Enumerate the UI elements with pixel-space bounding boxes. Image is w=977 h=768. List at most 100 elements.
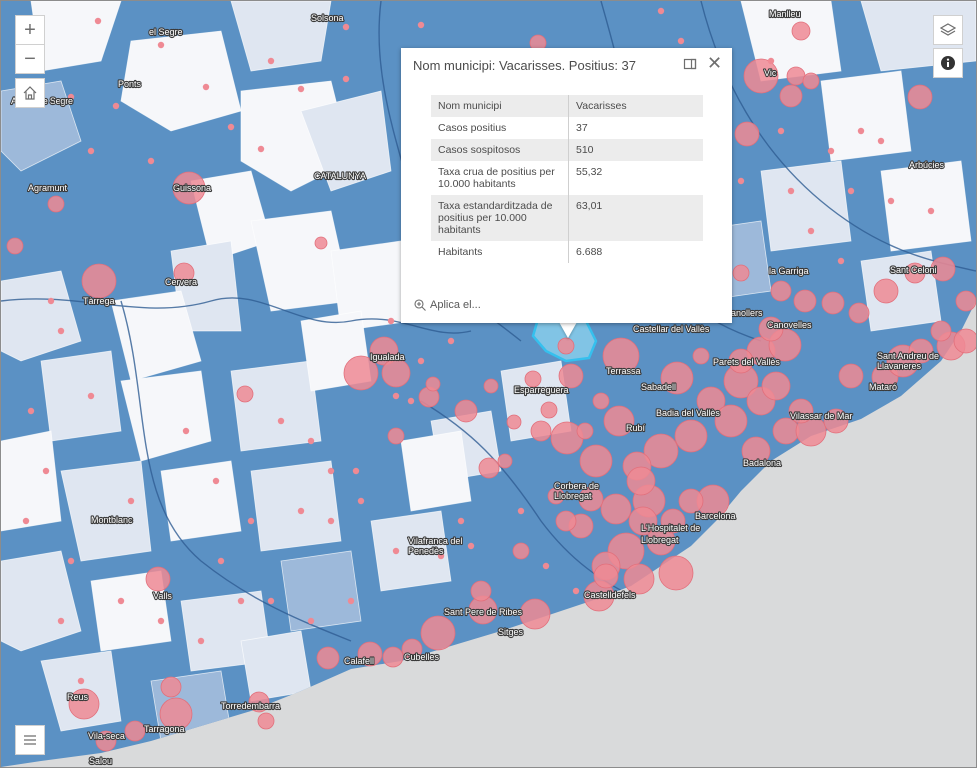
case-circle[interactable]	[734, 121, 760, 147]
case-circle[interactable]	[823, 408, 849, 434]
case-circle[interactable]	[124, 720, 146, 742]
case-circle[interactable]	[517, 507, 525, 515]
case-circle[interactable]	[557, 337, 575, 355]
case-circle[interactable]	[277, 417, 285, 425]
case-circle[interactable]	[117, 597, 125, 605]
case-circle[interactable]	[908, 338, 934, 364]
case-circle[interactable]	[578, 486, 604, 512]
case-circle[interactable]	[47, 195, 65, 213]
case-circle[interactable]	[930, 320, 952, 342]
municipality-area[interactable]	[120, 30, 242, 132]
municipality-area[interactable]	[760, 160, 852, 252]
case-circle[interactable]	[307, 617, 315, 625]
case-circle[interactable]	[626, 466, 656, 496]
case-circle[interactable]	[57, 327, 65, 335]
case-circle[interactable]	[182, 427, 190, 435]
case-circle[interactable]	[159, 697, 193, 731]
case-circle[interactable]	[57, 617, 65, 625]
case-circle[interactable]	[788, 398, 814, 424]
case-circle[interactable]	[160, 676, 182, 698]
case-circle[interactable]	[95, 730, 117, 752]
case-circle[interactable]	[392, 392, 400, 400]
case-circle[interactable]	[643, 433, 679, 469]
case-circle[interactable]	[236, 385, 254, 403]
case-circle[interactable]	[837, 257, 845, 265]
case-circle[interactable]	[603, 405, 635, 437]
case-circle[interactable]	[657, 7, 665, 15]
case-circle[interactable]	[714, 404, 748, 438]
case-circle[interactable]	[127, 497, 135, 505]
municipality-area[interactable]	[880, 160, 972, 252]
case-circle[interactable]	[297, 85, 305, 93]
layers-button[interactable]	[933, 15, 963, 45]
case-circle[interactable]	[369, 336, 399, 366]
zoom-in-button[interactable]: +	[15, 15, 45, 45]
municipality-area[interactable]	[230, 360, 322, 452]
close-icon[interactable]: ✕	[707, 53, 723, 73]
case-circle[interactable]	[217, 557, 225, 565]
case-circle[interactable]	[342, 75, 350, 83]
case-circle[interactable]	[420, 615, 456, 651]
case-circle[interactable]	[470, 580, 492, 602]
case-circle[interactable]	[145, 566, 171, 592]
case-circle[interactable]	[732, 264, 750, 282]
case-circle[interactable]	[955, 290, 976, 312]
case-circle[interactable]	[857, 127, 865, 135]
case-circle[interactable]	[347, 597, 355, 605]
legend-button[interactable]	[15, 725, 45, 755]
case-circle[interactable]	[953, 328, 976, 354]
case-circle[interactable]	[506, 414, 522, 430]
case-circle[interactable]	[447, 337, 455, 345]
case-circle[interactable]	[6, 237, 24, 255]
case-circle[interactable]	[237, 597, 245, 605]
municipality-area[interactable]	[120, 370, 212, 462]
case-circle[interactable]	[248, 691, 270, 713]
case-circle[interactable]	[314, 236, 328, 250]
case-circle[interactable]	[519, 598, 551, 630]
apply-action-button[interactable]: Aplica el...	[414, 299, 481, 311]
case-circle[interactable]	[907, 84, 933, 110]
case-circle[interactable]	[327, 467, 335, 475]
case-circle[interactable]	[81, 263, 117, 299]
case-circle[interactable]	[877, 137, 885, 145]
case-circle[interactable]	[602, 337, 640, 375]
case-circle[interactable]	[147, 157, 155, 165]
info-button[interactable]	[933, 48, 963, 78]
case-circle[interactable]	[600, 493, 632, 525]
case-circle[interactable]	[172, 171, 206, 205]
case-circle[interactable]	[660, 361, 694, 395]
municipality-area[interactable]	[400, 430, 472, 512]
case-circle[interactable]	[838, 363, 864, 389]
case-circle[interactable]	[316, 646, 340, 670]
home-button[interactable]	[15, 78, 45, 108]
case-circle[interactable]	[660, 508, 686, 534]
case-circle[interactable]	[327, 517, 335, 525]
case-circle[interactable]	[42, 467, 50, 475]
case-circle[interactable]	[572, 587, 580, 595]
case-circle[interactable]	[777, 127, 785, 135]
case-circle[interactable]	[457, 517, 465, 525]
municipality-area[interactable]	[370, 510, 452, 592]
case-circle[interactable]	[576, 422, 594, 440]
case-circle[interactable]	[387, 317, 395, 325]
case-circle[interactable]	[87, 147, 95, 155]
case-circle[interactable]	[68, 688, 100, 720]
case-circle[interactable]	[827, 147, 835, 155]
case-circle[interactable]	[425, 376, 441, 392]
case-circle[interactable]	[454, 399, 478, 423]
case-circle[interactable]	[848, 302, 870, 324]
case-circle[interactable]	[77, 677, 85, 685]
case-circle[interactable]	[417, 21, 425, 29]
case-circle[interactable]	[904, 262, 926, 284]
case-circle[interactable]	[212, 477, 220, 485]
case-circle[interactable]	[696, 386, 726, 416]
case-circle[interactable]	[478, 457, 500, 479]
case-circle[interactable]	[173, 262, 195, 284]
case-circle[interactable]	[847, 187, 855, 195]
case-circle[interactable]	[743, 58, 779, 94]
case-circle[interactable]	[497, 453, 513, 469]
case-circle[interactable]	[558, 363, 584, 389]
municipality-area[interactable]	[1, 270, 82, 362]
case-circle[interactable]	[674, 419, 708, 453]
case-circle[interactable]	[779, 84, 803, 108]
